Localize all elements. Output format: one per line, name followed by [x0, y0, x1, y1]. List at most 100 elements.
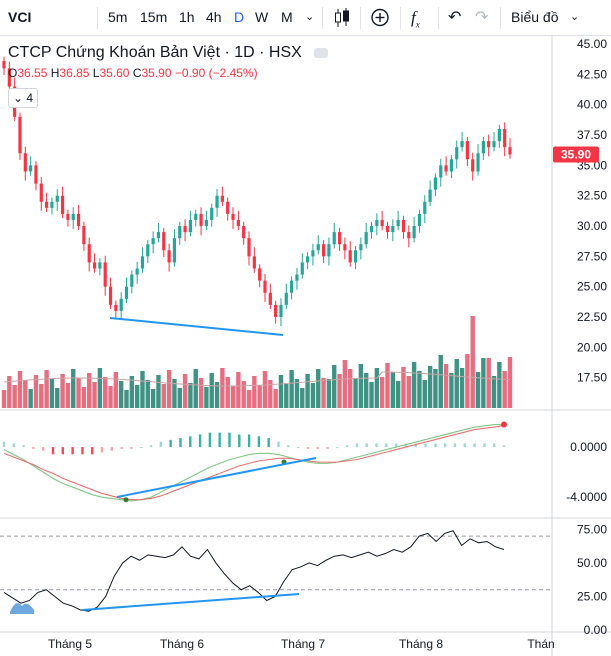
macd-histogram-bar	[326, 447, 329, 449]
macd-histogram-bar	[32, 447, 35, 449]
candle-body	[503, 128, 507, 148]
candle-body	[210, 207, 214, 220]
volume-bar	[145, 380, 151, 408]
candle-body	[76, 213, 81, 227]
indicators-toggle-button[interactable]: ⌄ 4	[8, 88, 39, 108]
macd-histogram-bar	[22, 445, 25, 448]
volume-bar	[97, 368, 103, 408]
price-trendline	[109, 317, 284, 336]
macd-tick-label: 0.0000	[570, 440, 607, 454]
trendlines[interactable]	[81, 317, 317, 611]
volume-bar	[55, 388, 60, 408]
candle-body	[290, 280, 294, 293]
volume-bar	[23, 380, 28, 408]
price-tick-label: 45.00	[577, 37, 607, 51]
candle-body	[487, 141, 491, 148]
volume-bar	[294, 379, 300, 408]
candles-icon[interactable]	[333, 0, 351, 35]
macd-histogram-bar	[110, 447, 114, 451]
volume-bar	[49, 379, 55, 408]
fx-icon[interactable]: fx	[411, 8, 420, 30]
candle-body	[119, 298, 123, 311]
candle-body	[417, 213, 422, 227]
volume-bar	[438, 355, 443, 408]
volume-bar	[103, 377, 108, 408]
macd-histogram-bar	[492, 443, 496, 448]
add-indicator-icon[interactable]	[369, 0, 391, 35]
volume-bar	[332, 365, 337, 408]
candle-body	[337, 232, 342, 245]
interval-m-button[interactable]: M	[281, 9, 293, 25]
time-tick-label: Thán	[527, 637, 554, 651]
macd-histogram-bar	[247, 434, 251, 448]
interval-dropdown-chevron-icon[interactable]: ⌄	[305, 11, 315, 23]
volume-bar	[358, 364, 364, 408]
volume-bar	[417, 371, 422, 408]
interval-5m-button[interactable]: 5m	[108, 9, 128, 25]
volume-bar	[465, 354, 470, 408]
candle-body	[497, 128, 501, 142]
interval-d-button[interactable]: D	[234, 9, 245, 25]
candle-body	[50, 201, 54, 208]
price-axis[interactable]: 45.0042.5040.0037.5035.0032.5030.0027.50…	[553, 37, 607, 637]
candle-body	[188, 219, 193, 233]
price-tick-label: 22.50	[577, 310, 607, 324]
chart-type-button[interactable]: Biểu đồ	[511, 9, 559, 25]
candle-body	[236, 219, 240, 227]
indicators-count: 4	[26, 91, 34, 105]
macd-histogram-bar	[120, 447, 123, 449]
time-axis[interactable]: Tháng 5 Tháng 6 Tháng 7 Tháng 8 Thán	[48, 637, 555, 651]
volume-bar	[150, 389, 156, 408]
volume-bar	[348, 369, 353, 408]
macd-histogram-bar	[198, 434, 202, 448]
volume-bars	[1, 316, 513, 408]
volume-bar	[76, 378, 81, 408]
chart-canvas[interactable]: 45.0042.5040.0037.5035.0032.5030.0027.50…	[0, 36, 611, 656]
volume-ma-path	[3, 371, 511, 387]
candle-body	[23, 153, 27, 172]
price-tick-label: 20.00	[577, 340, 607, 354]
macd-histogram-bar	[140, 447, 143, 449]
legend-more-icon[interactable]	[314, 48, 328, 58]
interval-w-button[interactable]: W	[255, 9, 269, 25]
candle-body	[412, 226, 416, 239]
volume-bar	[71, 369, 76, 408]
macd-histogram-bar	[404, 443, 408, 448]
interval-4h-button[interactable]: 4h	[206, 9, 222, 25]
candle-body	[55, 195, 59, 202]
volume-bar	[33, 375, 39, 408]
interval-1h-button[interactable]: 1h	[179, 9, 195, 25]
volume-bar	[427, 366, 433, 408]
volume-bar	[406, 376, 411, 408]
candle-body	[82, 226, 86, 245]
volume-bar	[17, 371, 23, 408]
volume-bar	[454, 359, 459, 408]
low-value: 35.60	[99, 66, 130, 80]
volume-bar	[257, 385, 262, 408]
candle-body	[407, 232, 411, 239]
volume-bar	[1, 390, 7, 408]
candle-body	[279, 304, 283, 318]
candle-body	[156, 232, 161, 239]
volume-bar	[124, 390, 129, 408]
price-tick-label: 17.50	[577, 371, 607, 385]
macd-histogram-bar	[218, 432, 221, 448]
chart-type-chevron-icon[interactable]: ⌄	[570, 11, 580, 23]
volume-bar	[198, 378, 204, 408]
volume-bar	[87, 373, 92, 408]
volume-bar	[433, 369, 438, 408]
candle-body	[199, 213, 203, 227]
volume-bar	[268, 380, 273, 408]
volume-bar	[28, 389, 33, 408]
undo-icon[interactable]: ↶	[448, 9, 462, 26]
symbol-search-button[interactable]: VCI	[8, 9, 32, 25]
redo-icon[interactable]: ↷	[475, 9, 489, 26]
macd-histogram-bar	[149, 445, 153, 448]
candle-body	[92, 262, 97, 269]
candle-body	[306, 256, 310, 263]
candle-body	[220, 195, 224, 202]
volume-bar	[156, 375, 161, 408]
candle-body	[375, 219, 379, 227]
volume-bar	[182, 374, 188, 408]
interval-15m-button[interactable]: 15m	[140, 9, 168, 25]
